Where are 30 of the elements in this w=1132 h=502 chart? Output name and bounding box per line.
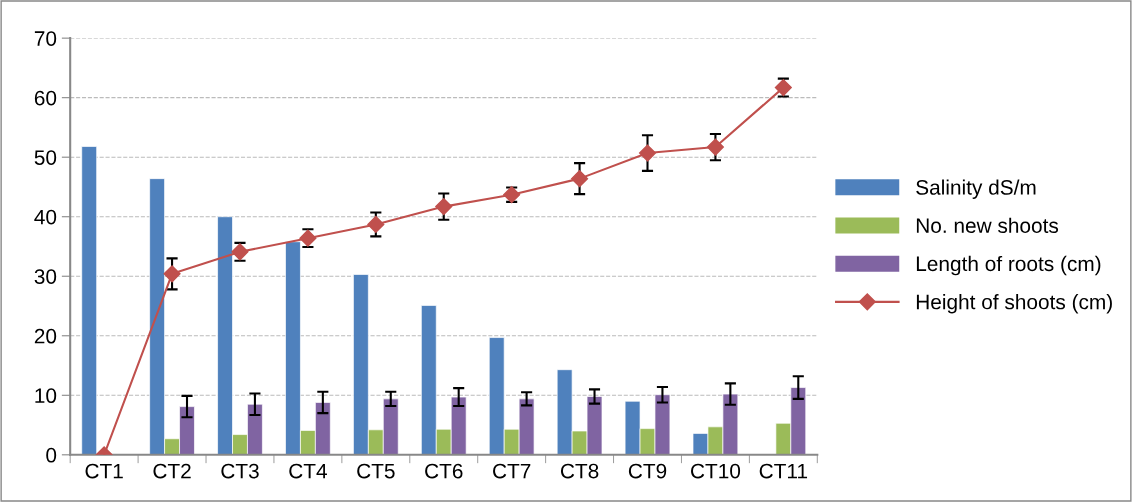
y-tick-label: 60 bbox=[34, 90, 57, 106]
legend-label: Height of shoots (cm) bbox=[916, 294, 1112, 314]
x-tick-label: CT5 bbox=[357, 463, 395, 479]
point bbox=[571, 170, 589, 188]
bar bbox=[81, 146, 98, 455]
y-tick-label: 20 bbox=[34, 328, 57, 344]
y-tick-label: 70 bbox=[34, 31, 57, 46]
y-tick-label: 40 bbox=[34, 209, 57, 225]
x-tick-label: CT1 bbox=[85, 463, 123, 479]
point bbox=[163, 265, 181, 283]
y-tick-label: 0 bbox=[46, 447, 57, 463]
y-tick-label: 10 bbox=[35, 388, 57, 404]
point bbox=[435, 198, 453, 216]
y-tick-label: 30 bbox=[34, 269, 57, 284]
y-tick-label: 50 bbox=[34, 150, 57, 165]
x-tick-label: CT3 bbox=[221, 463, 259, 479]
x-tick-label: CT8 bbox=[560, 463, 599, 479]
x-tick-label: CT9 bbox=[628, 463, 667, 479]
legend-label: Length of roots (cm) bbox=[916, 255, 1101, 276]
x-tick-label: CT4 bbox=[289, 463, 327, 479]
x-tick-label: CT6 bbox=[425, 463, 463, 479]
point bbox=[367, 215, 385, 234]
legend-label: Salinity dS/m bbox=[916, 179, 1036, 199]
x-tick-label: CT2 bbox=[153, 463, 191, 479]
legend-label: No. new shoots bbox=[916, 217, 1059, 233]
x-tick-label: CT11 bbox=[759, 463, 808, 479]
x-tick-label: CT7 bbox=[493, 463, 531, 479]
point bbox=[706, 138, 724, 156]
x-tick-label: CT10 bbox=[691, 463, 741, 479]
point bbox=[638, 144, 657, 162]
